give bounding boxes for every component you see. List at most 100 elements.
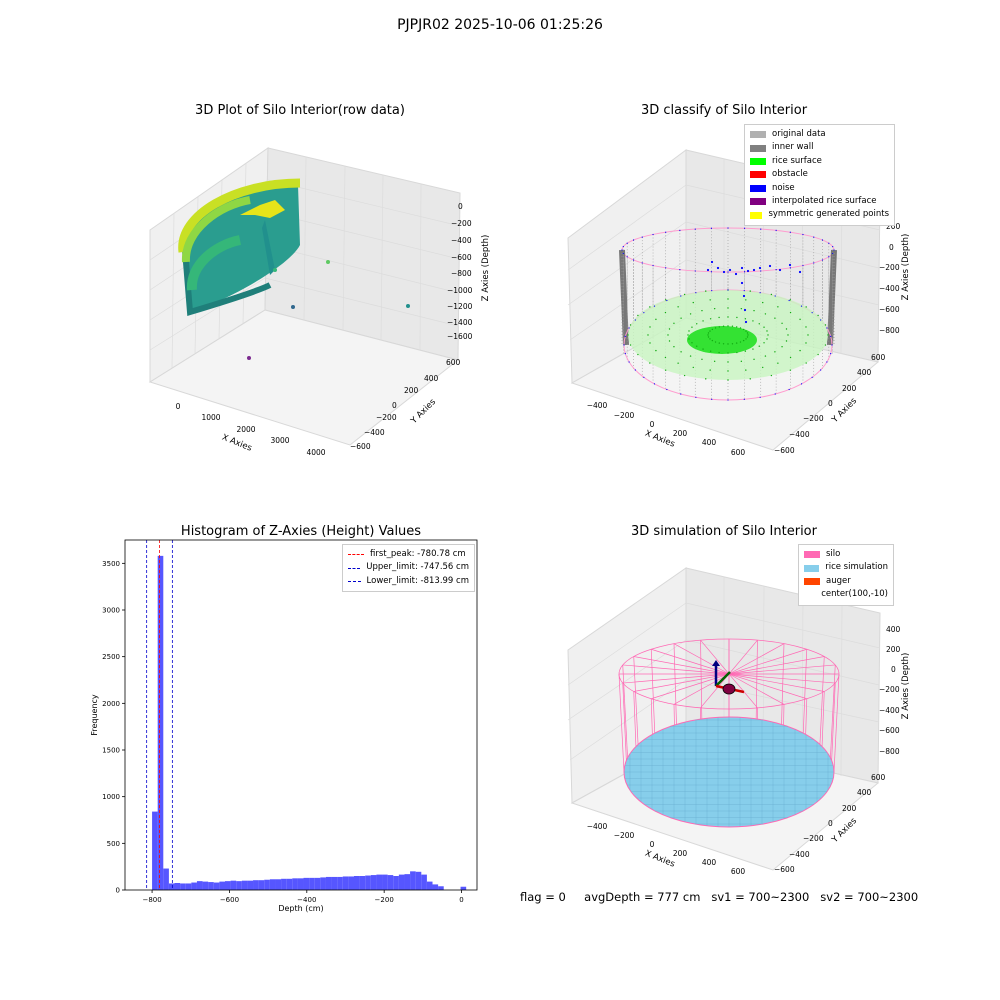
histogram-ytick-label: 1500 xyxy=(102,747,120,755)
panel1-ztick: −600 xyxy=(451,253,472,262)
panel4-ztick: 200 xyxy=(886,645,901,654)
legend-swatch xyxy=(804,578,820,586)
panel4-xlabel: X Axies xyxy=(643,849,676,870)
panel3-title: Histogram of Z-Axies (Height) Values xyxy=(180,524,422,539)
legend-line xyxy=(348,554,364,556)
histogram-bar xyxy=(202,881,209,890)
histogram-xtick-label: −600 xyxy=(220,896,239,904)
panel1-ztick: −200 xyxy=(451,219,472,228)
panel2-xtick: 400 xyxy=(702,438,717,447)
legend-swatch xyxy=(804,551,820,559)
auger-body xyxy=(722,683,736,695)
panel1-silo-mid-band xyxy=(186,235,242,291)
legend-line xyxy=(348,567,361,569)
panel1-silo-bottom-ring xyxy=(182,249,272,316)
histogram-bar xyxy=(275,879,282,890)
panel2-ztick: −800 xyxy=(879,326,900,335)
panel1-ztick: −1200 xyxy=(447,302,473,311)
histogram-bar xyxy=(185,883,192,890)
panel4-ztick: −200 xyxy=(879,685,900,694)
panel1-silo-obstacle-spike xyxy=(262,220,275,275)
panel4-xtick: 0 xyxy=(650,840,655,849)
panel2-xtick: 200 xyxy=(673,429,688,438)
panel1-outlier-point xyxy=(273,268,277,272)
flag-value: flag = 0 xyxy=(520,890,566,904)
legend-swatch xyxy=(750,131,766,139)
panel1-ytick: −400 xyxy=(364,428,385,437)
histogram-bar xyxy=(174,883,181,890)
sv1-value: sv1 = 700~2300 xyxy=(711,890,810,904)
status-line: flag = 0 avgDepth = 777 cm sv1 = 700~230… xyxy=(520,890,918,904)
panel2-ytick: −200 xyxy=(803,414,824,423)
panel4-title: 3D simulation of Silo Interior xyxy=(631,524,817,539)
histogram-ytick-label: 0 xyxy=(116,887,120,895)
legend-swatch xyxy=(804,564,820,572)
panel2-ytick: 200 xyxy=(842,384,857,393)
histogram-bar xyxy=(421,874,427,890)
panel1-ytick: 200 xyxy=(404,386,419,395)
histogram-ytick-label: 1000 xyxy=(102,793,120,801)
histogram-ytick-label: 500 xyxy=(107,840,120,848)
histogram-bar xyxy=(387,875,394,890)
panel1-outlier-point xyxy=(291,305,295,309)
legend-entry: silo xyxy=(804,548,888,561)
histogram-xtick-label: −400 xyxy=(297,896,316,904)
histogram-bar xyxy=(353,876,360,890)
panel2-legend: original data inner wall rice surface ob… xyxy=(744,124,895,226)
panel4-ztick: −600 xyxy=(879,726,900,735)
panel4-xtick: 600 xyxy=(731,867,746,876)
panel2-rice-points xyxy=(627,289,829,381)
panel4-xtick: −400 xyxy=(587,822,608,831)
histogram-bar xyxy=(213,882,220,890)
histogram-bar xyxy=(370,875,377,890)
histogram-bar xyxy=(426,881,433,890)
avg-depth-value: avgDepth = 777 cm xyxy=(584,890,701,904)
panel2-ytick: 0 xyxy=(828,399,833,408)
panel4-ytick: 200 xyxy=(842,804,857,813)
panel4-xtick: 400 xyxy=(702,858,717,867)
panel4-ztick: −800 xyxy=(879,747,900,756)
histogram-bar xyxy=(297,878,304,890)
panel4-ztick: −400 xyxy=(879,706,900,715)
histogram-bar xyxy=(180,883,186,890)
panel1-silo-top-ring xyxy=(178,178,301,253)
panel4-ytick: 0 xyxy=(828,819,833,828)
histogram-bar xyxy=(230,880,237,890)
histogram-bar xyxy=(320,877,326,890)
histogram-bar xyxy=(281,878,287,890)
auger-y-arrow xyxy=(715,671,731,687)
panel2-ztick: −200 xyxy=(879,263,900,272)
histogram-bar xyxy=(196,881,203,890)
legend-entry: center(100,-10) xyxy=(804,588,888,601)
histogram-bar xyxy=(224,881,231,890)
panel4-ytick: −600 xyxy=(774,865,795,874)
histogram-bar xyxy=(432,884,439,890)
histogram-bar xyxy=(286,878,293,890)
histogram-ytick-label: 3500 xyxy=(102,560,120,568)
histogram-ytick-label: 2000 xyxy=(102,700,120,708)
legend-entry: rice surface xyxy=(750,155,889,168)
histogram-ytick-label: 2500 xyxy=(102,653,120,661)
legend-swatch xyxy=(750,211,763,219)
histogram-bar xyxy=(438,886,444,890)
legend-swatch xyxy=(750,184,766,192)
panel4-rice-mesh xyxy=(624,717,834,827)
legend-entry: noise xyxy=(750,182,889,195)
panel2-ytick: 600 xyxy=(871,353,886,362)
histogram-frame xyxy=(124,539,478,891)
histogram-bar xyxy=(247,880,254,890)
figure-title: PJPJR02 2025-10-06 01:25:26 xyxy=(397,17,603,33)
histogram-bar xyxy=(382,874,388,890)
histogram-xtick-label: −200 xyxy=(375,896,394,904)
panel2-noise-points xyxy=(621,227,835,401)
panel2-xtick: −400 xyxy=(587,401,608,410)
panel1-floor-pane xyxy=(148,309,460,446)
panel4-zlabel: Z Axies (Depth) xyxy=(901,653,911,720)
histogram-ylabel: Frequency xyxy=(90,694,99,736)
histogram-legend: first_peak: -780.78 cm Upper_limit: -747… xyxy=(342,544,475,593)
panel2-rice-surface-core xyxy=(687,326,757,354)
panel4-legend: silo rice simulation auger center(100,-1… xyxy=(798,544,894,606)
